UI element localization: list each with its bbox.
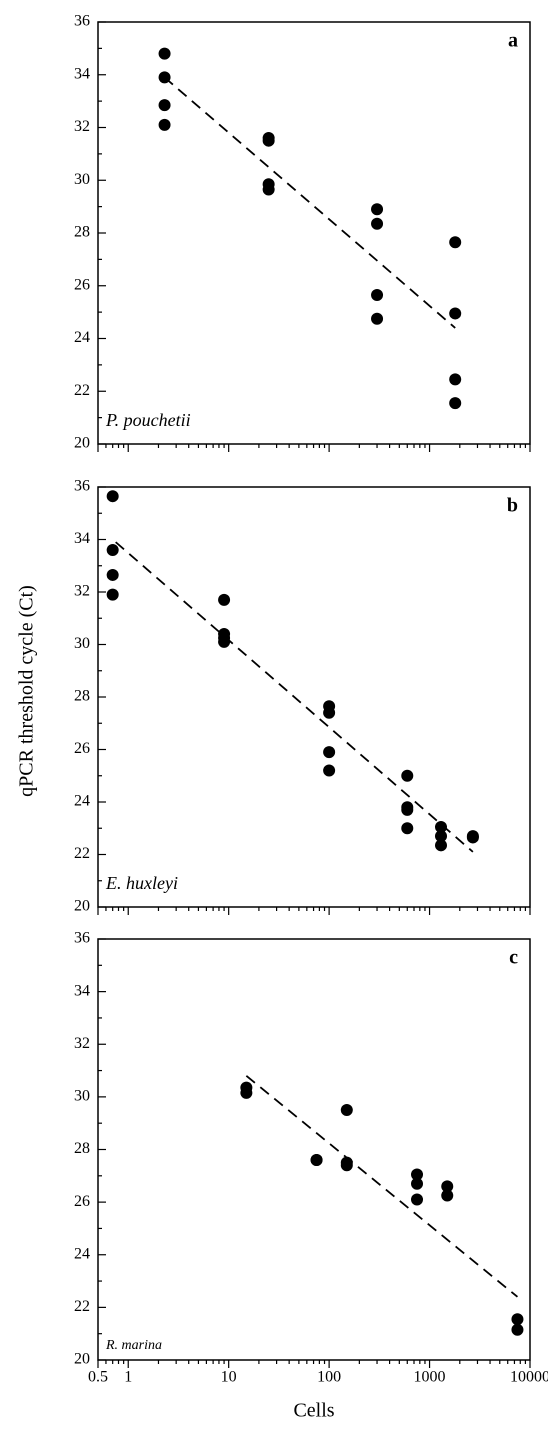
data-point xyxy=(435,830,448,843)
data-point xyxy=(449,397,462,410)
species-label: P. pouchetii xyxy=(105,410,191,430)
y-tick-label: 26 xyxy=(74,276,90,293)
data-point xyxy=(106,588,119,601)
panel-label: b xyxy=(507,495,518,517)
x-tick-label: 1 xyxy=(124,1369,132,1386)
y-tick-label: 22 xyxy=(74,1298,90,1315)
data-point xyxy=(441,1189,454,1202)
data-point xyxy=(340,1104,353,1117)
data-point xyxy=(240,1086,253,1099)
y-tick-label: 32 xyxy=(74,583,90,600)
data-point xyxy=(441,1180,454,1193)
data-point xyxy=(411,1168,424,1181)
y-tick-label: 24 xyxy=(74,329,90,346)
y-tick-label: 28 xyxy=(74,1140,90,1157)
data-point xyxy=(310,1154,323,1167)
y-tick-label: 22 xyxy=(74,845,90,862)
data-point xyxy=(511,1323,524,1336)
data-point xyxy=(323,706,336,719)
data-point xyxy=(158,99,171,112)
data-point xyxy=(411,1193,424,1206)
y-tick-label: 28 xyxy=(74,224,90,241)
x-tick-label: 10 xyxy=(221,1369,237,1386)
plot-frame xyxy=(97,486,531,908)
plot-frame xyxy=(97,21,531,445)
species-label: E. huxleyi xyxy=(105,873,178,893)
data-point xyxy=(401,822,414,835)
data-point xyxy=(262,183,275,196)
x-tick-label: 0.5 xyxy=(88,1369,108,1386)
y-tick-label: 34 xyxy=(74,982,90,999)
data-point xyxy=(401,769,414,782)
data-point xyxy=(106,568,119,581)
x-tick-label: 100 xyxy=(317,1369,341,1386)
data-point xyxy=(449,236,462,249)
y-tick-label: 34 xyxy=(74,65,90,82)
x-axis-label: Cells xyxy=(293,1400,334,1422)
data-point xyxy=(323,746,336,759)
y-tick-label: 24 xyxy=(74,793,90,810)
y-tick-label: 36 xyxy=(74,13,90,30)
data-point xyxy=(323,764,336,777)
data-point xyxy=(158,118,171,131)
panel-label: c xyxy=(509,947,518,969)
y-axis-label: qPCR threshold cycle (Ct) xyxy=(16,585,38,797)
data-point xyxy=(449,373,462,386)
data-point xyxy=(401,803,414,816)
x-tick-label: 1000 xyxy=(414,1369,446,1386)
species-label: R. marina xyxy=(105,1338,162,1353)
data-point xyxy=(435,820,448,833)
data-point xyxy=(218,635,231,648)
y-tick-label: 30 xyxy=(74,1088,90,1105)
data-point xyxy=(262,134,275,147)
fit-line xyxy=(245,1075,519,1298)
plot-frame xyxy=(97,938,531,1361)
data-point xyxy=(371,312,384,325)
y-tick-label: 30 xyxy=(74,635,90,652)
y-tick-label: 20 xyxy=(74,435,90,452)
data-point xyxy=(449,307,462,320)
y-tick-label: 32 xyxy=(74,118,90,135)
y-tick-label: 28 xyxy=(74,688,90,705)
data-point xyxy=(106,490,119,503)
data-point xyxy=(158,71,171,84)
y-tick-label: 36 xyxy=(74,930,90,947)
y-tick-label: 26 xyxy=(74,1193,90,1210)
panel-label: a xyxy=(508,30,518,52)
y-tick-label: 22 xyxy=(74,382,90,399)
y-tick-label: 24 xyxy=(74,1245,90,1262)
data-point xyxy=(371,203,384,216)
fit-line xyxy=(115,541,474,853)
y-tick-label: 34 xyxy=(74,530,90,547)
data-point xyxy=(466,831,479,844)
data-point xyxy=(106,544,119,556)
y-tick-label: 20 xyxy=(74,898,90,915)
y-tick-label: 20 xyxy=(74,1351,90,1368)
data-point xyxy=(511,1313,524,1326)
fit-line xyxy=(163,76,456,329)
y-tick-label: 30 xyxy=(74,171,90,188)
data-point xyxy=(371,217,384,230)
data-point xyxy=(371,288,384,301)
y-tick-label: 32 xyxy=(74,1035,90,1052)
data-point xyxy=(218,593,231,606)
y-tick-label: 36 xyxy=(74,478,90,495)
data-point xyxy=(340,1159,353,1172)
y-tick-label: 26 xyxy=(74,740,90,757)
data-point xyxy=(411,1177,424,1190)
x-tick-label: 10000 xyxy=(510,1369,548,1386)
data-point xyxy=(158,47,171,60)
data-point xyxy=(435,839,448,852)
